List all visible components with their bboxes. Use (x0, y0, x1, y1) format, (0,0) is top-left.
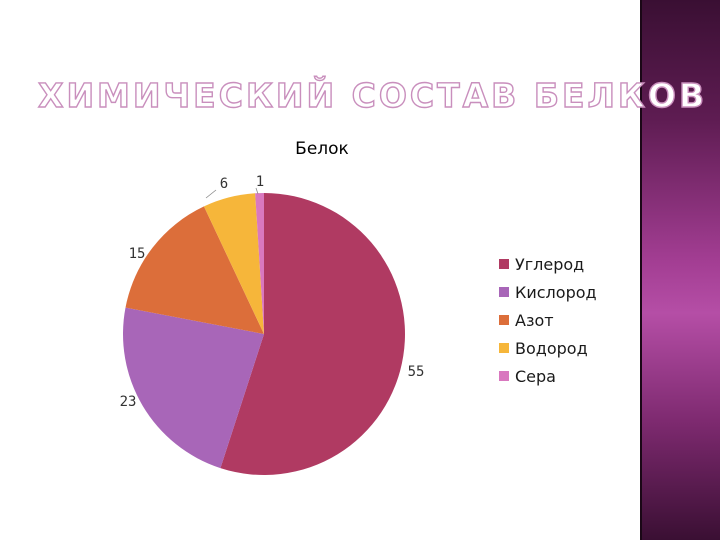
legend-item: Азот (499, 311, 554, 330)
pie-slice-1 (220, 193, 405, 476)
legend-swatch (499, 287, 509, 297)
legend-label: Водород (515, 339, 588, 358)
legend-swatch (499, 315, 509, 325)
legend-item: Водород (499, 339, 588, 358)
data-label-4: 6 (220, 176, 228, 192)
data-label-3: 15 (129, 246, 146, 262)
legend-swatch (499, 259, 509, 269)
legend-label: Кислород (515, 283, 597, 302)
pie-slices (123, 193, 405, 476)
slide-title: ХИМИЧЕСКИЙ СОСТАВ БЕЛКОВ (37, 75, 708, 115)
side-divider-line (640, 0, 642, 540)
leader-line-1 (205, 189, 217, 199)
decorative-side-panel (642, 0, 720, 540)
legend-label: Азот (515, 311, 554, 330)
legend-label: Углерод (515, 255, 584, 274)
legend-swatch (499, 371, 509, 381)
pie-slice-5 (255, 193, 264, 334)
pie-slice-3 (125, 206, 264, 334)
pie-data-labels: 55 23 15 6 1 (120, 174, 425, 410)
leader-line-2 (255, 187, 259, 195)
chart-title: Белок (295, 139, 349, 159)
legend-item: Кислород (499, 283, 597, 302)
pie-chart: Белок 55 23 15 6 1 Углерод Кислород Азот Водоро… (120, 139, 597, 476)
pie-slice-2 (123, 307, 264, 469)
data-label-5: 1 (256, 174, 264, 190)
legend-swatch (499, 343, 509, 353)
pie-slice-4 (203, 193, 264, 334)
chart-legend: Углерод Кислород Азот Водород Сера (499, 255, 597, 386)
data-label-2: 23 (120, 394, 137, 410)
legend-item: Углерод (499, 255, 584, 274)
legend-label: Сера (515, 367, 556, 386)
legend-item: Сера (499, 367, 556, 386)
data-label-1: 55 (408, 364, 425, 380)
